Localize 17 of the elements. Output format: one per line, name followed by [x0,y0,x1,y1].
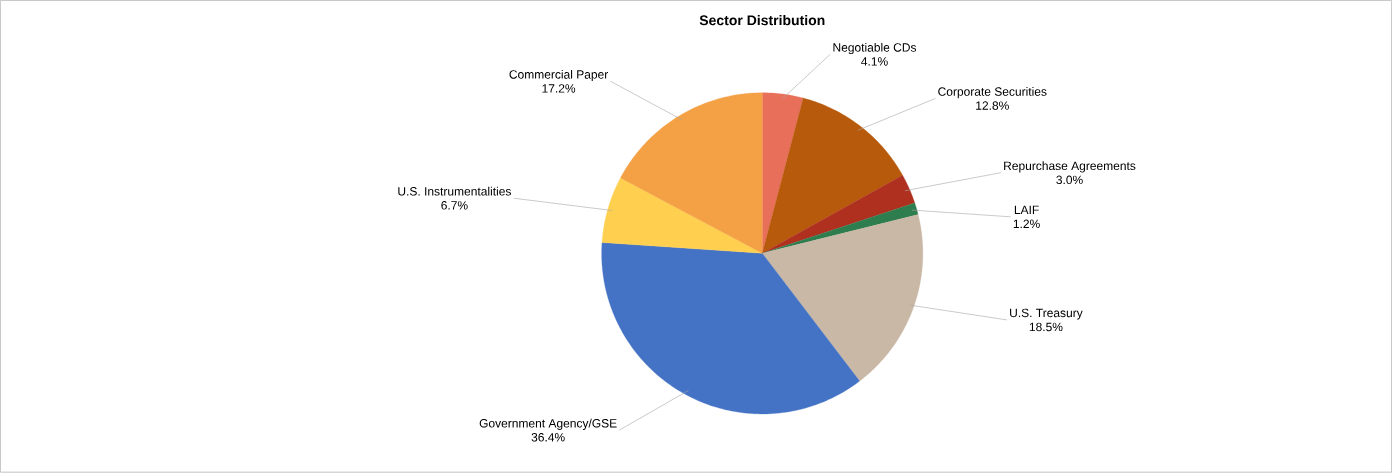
chart-title: Sector Distribution [699,15,825,26]
slice-label: U.S. Treasury [1010,308,1083,320]
slice-label: Corporate Securities [938,87,1047,99]
data-label: 36.4% [531,433,565,442]
data-label: 17.2% [542,84,576,93]
data-label: 18.5% [1029,322,1063,332]
slice-label: U.S. Instrumentalities [398,187,511,196]
data-label: 6.7% [441,201,468,210]
slice-label: Commercial Paper [509,70,609,82]
data-label: 3.0% [1056,175,1083,185]
slice-label: Negotiable CDs [833,43,917,55]
data-label: 12.8% [976,101,1009,111]
slice-label: Repurchase Agreements [1004,161,1136,173]
slice-label: Government Agency/GSE [479,418,617,431]
data-label: 1.2% [1013,219,1040,229]
data-label: 4.1% [861,57,888,66]
slice-label: LAIF [1014,205,1039,215]
